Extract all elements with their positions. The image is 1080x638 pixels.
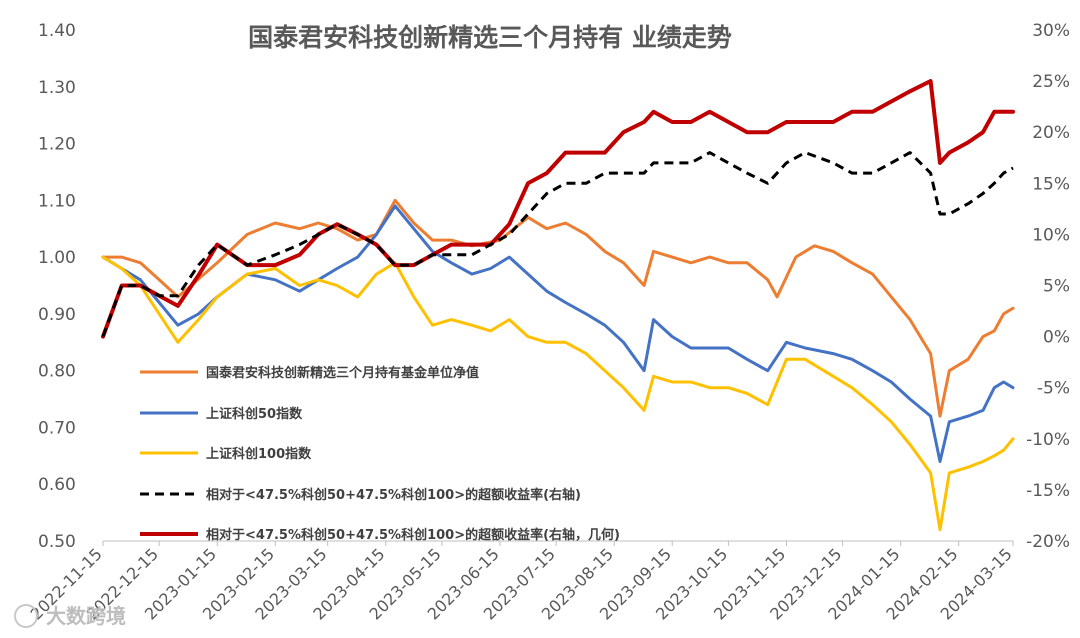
y-left-tick-label: 0.90 <box>38 305 76 325</box>
legend: 国泰君安科技创新精选三个月持有基金单位净值上证科创50指数上证科创100指数相对… <box>140 365 620 543</box>
y-right-tick-label: 20% <box>1032 123 1070 143</box>
y-left-tick-label: 0.70 <box>38 418 76 438</box>
y-right-tick-label: -20% <box>1026 532 1070 552</box>
watermark: 大数跨境 <box>14 604 126 628</box>
series-line-5 <box>101 79 1015 339</box>
y-right-tick-label: 5% <box>1043 277 1070 297</box>
y-right-tick-label: -10% <box>1026 430 1070 450</box>
y-right-tick-label: -15% <box>1026 481 1070 501</box>
watermark-logo-icon <box>14 604 38 628</box>
series-layer <box>101 79 1015 532</box>
series-line-1 <box>101 198 1015 418</box>
y-left-tick-label: 0.60 <box>38 475 76 495</box>
y-right-tick-label: 30% <box>1032 21 1070 41</box>
y-left-tick-label: 1.10 <box>38 191 76 211</box>
series-line-3 <box>101 255 1015 532</box>
y-right-tick-label: 25% <box>1032 72 1070 92</box>
y-left-tick-label: 1.30 <box>38 78 76 98</box>
chart-title: 国泰君安科技创新精选三个月持有 业绩走势 <box>248 23 732 52</box>
y-left-tick-label: 0.50 <box>38 532 76 552</box>
y-left-tick-label: 1.20 <box>38 135 76 155</box>
y-left-tick-label: 0.80 <box>38 362 76 382</box>
y-right-tick-label: 10% <box>1032 225 1070 245</box>
legend-label-5: 相对于<47.5%科创50+47.5%科创100>的超额收益率(右轴，几何) <box>206 527 620 543</box>
y-right-tick-label: -5% <box>1037 379 1070 399</box>
y-right-tick-label: 15% <box>1032 174 1070 194</box>
series-line-4 <box>101 151 1014 338</box>
y-right-tick-label: 0% <box>1043 328 1070 348</box>
legend-label-4: 相对于<47.5%科创50+47.5%科创100>的超额收益率(右轴) <box>206 487 581 503</box>
y-left-tick-label: 1.40 <box>38 21 76 41</box>
series-line-2 <box>101 204 1015 463</box>
legend-label-2: 上证科创50指数 <box>206 406 303 422</box>
y-left-tick-label: 1.00 <box>38 248 76 268</box>
watermark-text: 大数跨境 <box>46 604 126 628</box>
legend-label-1: 国泰君安科技创新精选三个月持有基金单位净值 <box>206 365 479 381</box>
legend-label-3: 上证科创100指数 <box>206 446 312 462</box>
